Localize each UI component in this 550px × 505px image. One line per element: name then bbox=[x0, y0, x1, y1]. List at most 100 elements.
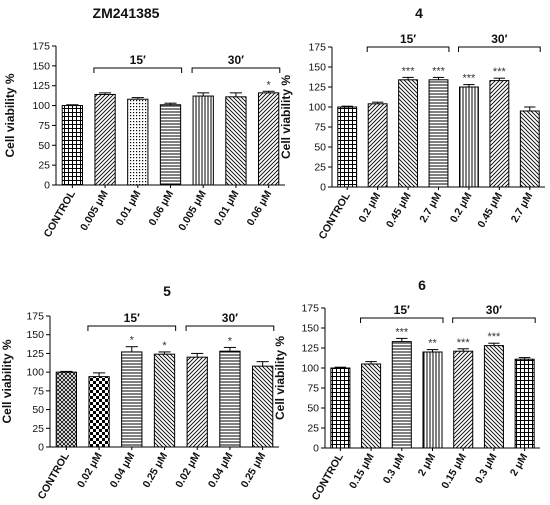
x-tick-label: 0.45 μM bbox=[475, 190, 505, 230]
y-tick-label: 125 bbox=[26, 348, 44, 360]
y-tick-label: 25 bbox=[307, 423, 319, 435]
y-tick-label: 175 bbox=[308, 42, 326, 54]
bar bbox=[121, 351, 143, 448]
group-label: 30′ bbox=[491, 32, 507, 46]
bar bbox=[391, 341, 412, 449]
x-tick-label: 0.06 μM bbox=[245, 188, 275, 228]
x-tick-label: 0.04 μM bbox=[108, 450, 138, 490]
y-tick-label: 175 bbox=[32, 41, 50, 53]
x-tick-label: CONTROL bbox=[316, 190, 353, 241]
group-bracket bbox=[191, 67, 281, 73]
y-tick-label: 100 bbox=[301, 363, 319, 375]
x-tick-label: CONTROL bbox=[36, 450, 73, 501]
significance-label: * bbox=[228, 335, 233, 347]
group-bracket bbox=[185, 325, 275, 331]
x-tick-label: 0.15 μM bbox=[347, 451, 377, 491]
significance-label: *** bbox=[432, 65, 446, 77]
y-tick-label: 25 bbox=[38, 160, 50, 172]
group-bracket bbox=[87, 325, 177, 331]
y-tick-label: 0 bbox=[320, 182, 326, 194]
significance-label: *** bbox=[463, 73, 477, 85]
y-tick-label: 125 bbox=[32, 80, 50, 92]
y-tick-label: 175 bbox=[26, 311, 44, 323]
chart-panel-2: 4 Cell viability % 0 25 50 75 100 125 150 175 CONT… bbox=[279, 5, 545, 241]
y-tick-label: 125 bbox=[301, 343, 319, 355]
bar bbox=[127, 98, 149, 186]
chart-panel-4: 6 Cell viability % 0 25 50 75 100 125 150 175 CONT… bbox=[273, 277, 540, 502]
y-tick-label: 50 bbox=[307, 403, 319, 415]
y-tick-label: 0 bbox=[38, 442, 44, 454]
x-tick-label: CONTROL bbox=[310, 451, 347, 502]
bar bbox=[514, 358, 535, 449]
chart-title: ZM241385 bbox=[93, 5, 160, 21]
bar bbox=[483, 345, 504, 449]
x-tick-label: 0.04 μM bbox=[206, 450, 236, 490]
x-tick-label: 0.45 μM bbox=[384, 190, 414, 230]
bar bbox=[398, 79, 419, 188]
group-bracket bbox=[452, 317, 536, 323]
y-axis-label: Cell viability % bbox=[3, 73, 17, 157]
y-tick-label: 75 bbox=[314, 122, 326, 134]
bar bbox=[453, 350, 474, 449]
x-tick-label: 0.02 μM bbox=[75, 450, 105, 490]
y-tick-label: 150 bbox=[301, 323, 319, 335]
y-tick-label: 125 bbox=[308, 82, 326, 94]
x-tick-label: 0.25 μM bbox=[140, 450, 170, 490]
y-tick-label: 50 bbox=[32, 404, 44, 416]
significance-label: *** bbox=[457, 337, 471, 349]
y-tick-label: 100 bbox=[26, 367, 44, 379]
bar bbox=[258, 92, 280, 186]
y-tick-label: 75 bbox=[38, 120, 50, 132]
y-tick-label: 75 bbox=[307, 383, 319, 395]
bar bbox=[94, 93, 116, 186]
x-tick-label: 2 μM bbox=[416, 451, 438, 478]
y-axis-label: Cell viability % bbox=[0, 339, 14, 423]
significance-label: * bbox=[267, 79, 272, 91]
x-tick-label: 0.005 μM bbox=[78, 188, 111, 233]
y-axis-label: Cell viability % bbox=[279, 75, 293, 159]
y-tick-label: 25 bbox=[314, 162, 326, 174]
x-tick-label: 0.06 μM bbox=[146, 188, 176, 228]
chart-title: 6 bbox=[418, 277, 426, 293]
significance-label: * bbox=[130, 335, 135, 347]
chart-title: 5 bbox=[163, 283, 171, 299]
group-label: 15′ bbox=[124, 311, 140, 325]
significance-label: ** bbox=[428, 338, 437, 350]
group-bracket bbox=[360, 317, 444, 323]
chart-panel-3: 5 Cell viability % 0 25 50 75 100 125 150 175 CONT… bbox=[0, 283, 279, 501]
y-tick-label: 150 bbox=[32, 60, 50, 72]
x-tick-label: 0.2 μM bbox=[357, 190, 384, 225]
y-tick-label: 150 bbox=[308, 62, 326, 74]
y-axis-label: Cell viability % bbox=[273, 336, 287, 420]
bar bbox=[186, 356, 208, 448]
bar bbox=[153, 353, 176, 448]
x-tick-label: 2 μM bbox=[508, 451, 530, 478]
group-label: 30′ bbox=[486, 303, 502, 317]
x-tick-label: CONTROL bbox=[42, 188, 79, 239]
bar bbox=[61, 105, 83, 186]
chart-title: 4 bbox=[415, 5, 423, 21]
bar bbox=[428, 79, 449, 188]
group-label: 15′ bbox=[130, 53, 146, 67]
x-tick-label: 2.7 μM bbox=[417, 190, 444, 225]
x-tick-label: 0.02 μM bbox=[173, 450, 203, 490]
group-bracket bbox=[366, 46, 450, 52]
bar bbox=[489, 80, 510, 188]
bar bbox=[159, 104, 182, 186]
significance-label: *** bbox=[395, 326, 409, 338]
x-tick-label: 0.005 μM bbox=[176, 188, 209, 233]
bar bbox=[422, 351, 443, 449]
bar bbox=[367, 103, 388, 188]
bar bbox=[225, 96, 247, 186]
x-tick-label: 0.2 μM bbox=[448, 190, 475, 225]
y-tick-label: 100 bbox=[32, 100, 50, 112]
bar bbox=[55, 371, 77, 448]
x-tick-label: 0.3 μM bbox=[381, 451, 408, 486]
y-tick-label: 50 bbox=[38, 140, 50, 152]
x-tick-label: 0.3 μM bbox=[473, 451, 500, 486]
bar bbox=[219, 350, 241, 448]
y-tick-label: 150 bbox=[26, 329, 44, 341]
y-tick-label: 175 bbox=[301, 303, 319, 315]
x-tick-label: 0.25 μM bbox=[239, 450, 269, 490]
